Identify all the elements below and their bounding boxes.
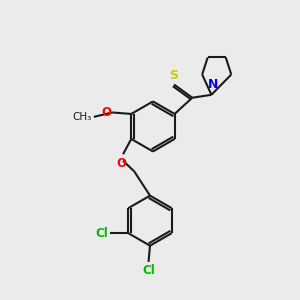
- Text: S: S: [169, 69, 178, 82]
- Text: Cl: Cl: [142, 264, 155, 277]
- Text: CH₃: CH₃: [73, 112, 92, 122]
- Text: N: N: [208, 78, 219, 91]
- Text: Cl: Cl: [96, 227, 108, 240]
- Text: O: O: [101, 106, 111, 119]
- Text: O: O: [117, 157, 127, 169]
